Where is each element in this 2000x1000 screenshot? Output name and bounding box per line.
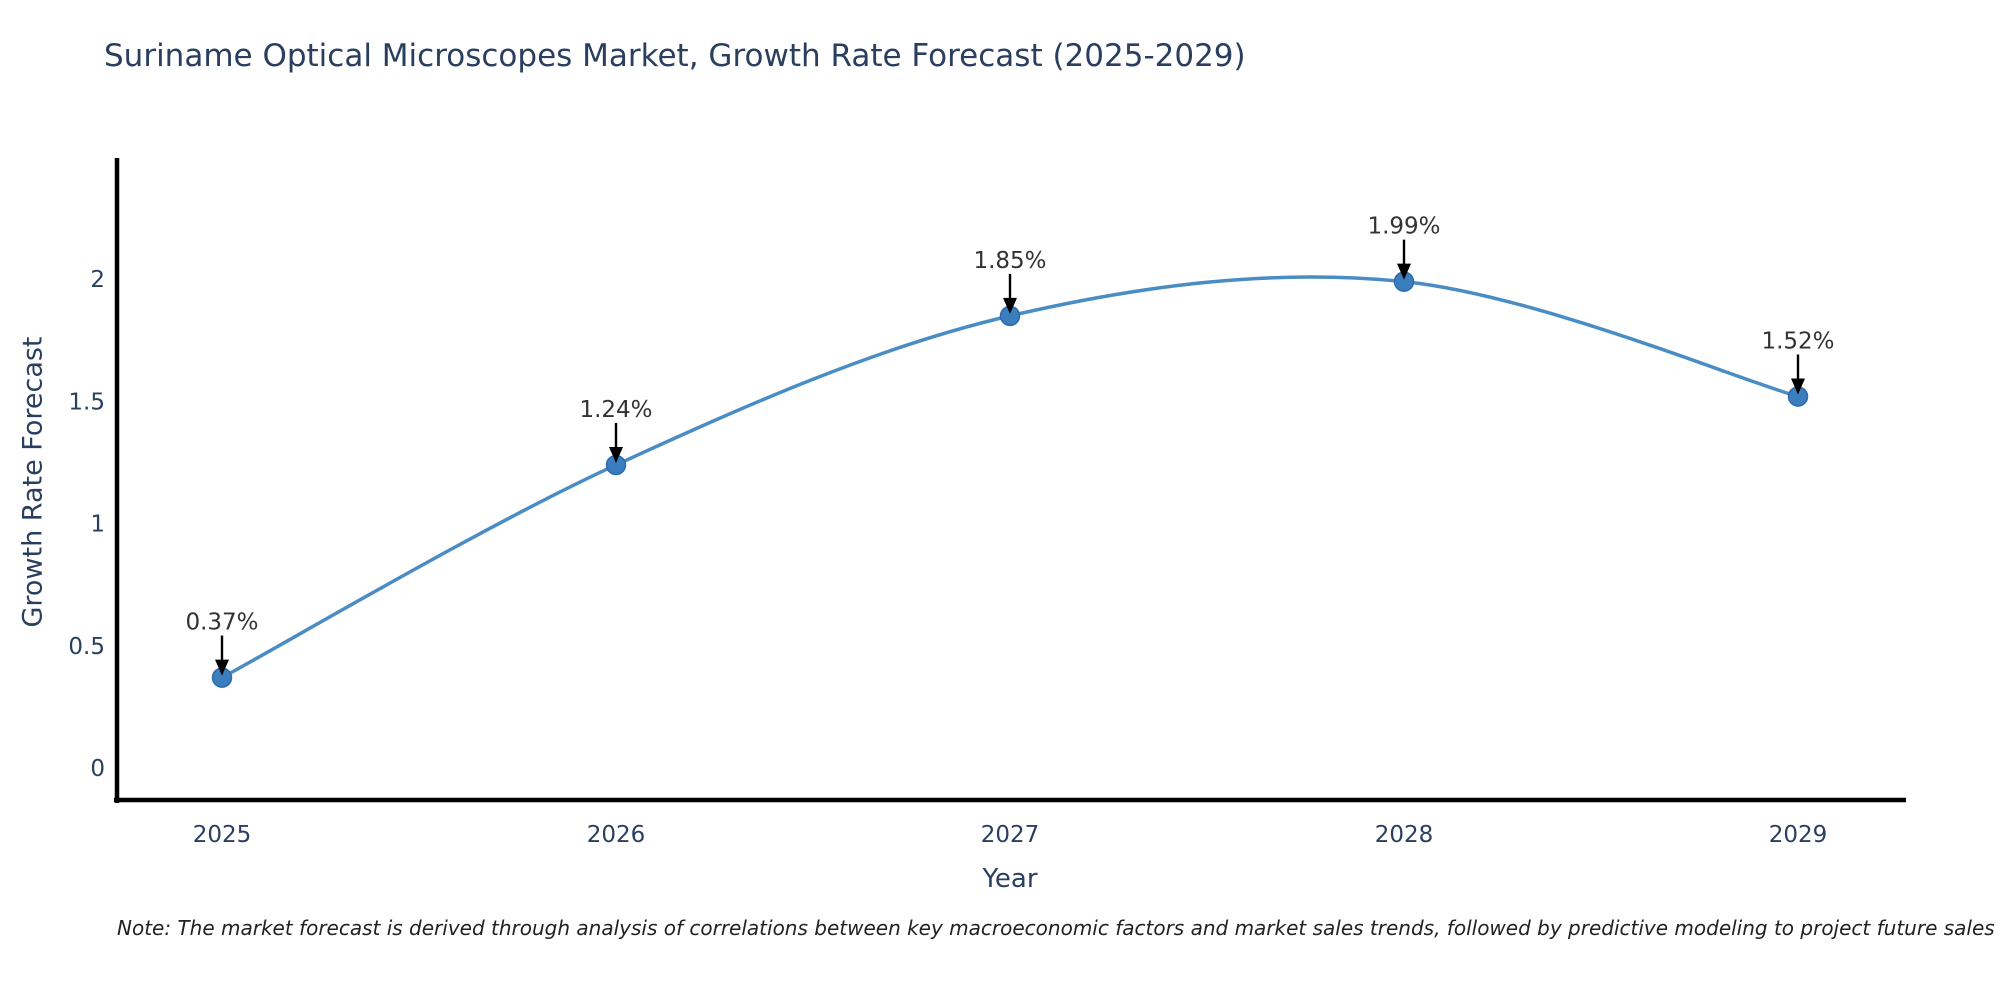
point-value-label: 0.37%: [185, 610, 258, 636]
annotation-arrowhead: [1003, 297, 1017, 314]
y-tick-label: 1: [90, 512, 105, 538]
x-tick-label: 2026: [587, 822, 646, 848]
annotation-arrowhead: [609, 446, 623, 463]
annotation-arrowhead: [215, 659, 229, 676]
annotation-arrowhead: [1397, 263, 1411, 280]
point-value-label: 1.99%: [1367, 214, 1440, 240]
x-tick-label: 2028: [1375, 822, 1434, 848]
trend-line: [220, 275, 1800, 680]
y-tick-label: 0: [90, 756, 105, 782]
point-value-label: 1.52%: [1761, 329, 1834, 355]
point-value-label: 1.85%: [973, 248, 1046, 274]
footnote: Note: The market forecast is derived thr…: [117, 916, 1995, 940]
point-value-label: 1.24%: [579, 397, 652, 423]
x-tick-label: 2027: [981, 822, 1040, 848]
x-tick-label: 2025: [193, 822, 252, 848]
annotation-arrowhead: [1791, 378, 1805, 395]
y-axis-title: Growth Rate Forecast: [17, 336, 49, 628]
x-axis-title: Year: [982, 864, 1038, 894]
x-tick-label: 2029: [1769, 822, 1828, 848]
chart-title: Suriname Optical Microscopes Market, Gro…: [104, 38, 1246, 74]
y-tick-label: 0.5: [68, 634, 105, 660]
y-tick-label: 2: [90, 267, 105, 293]
y-tick-label: 1.5: [68, 389, 105, 415]
